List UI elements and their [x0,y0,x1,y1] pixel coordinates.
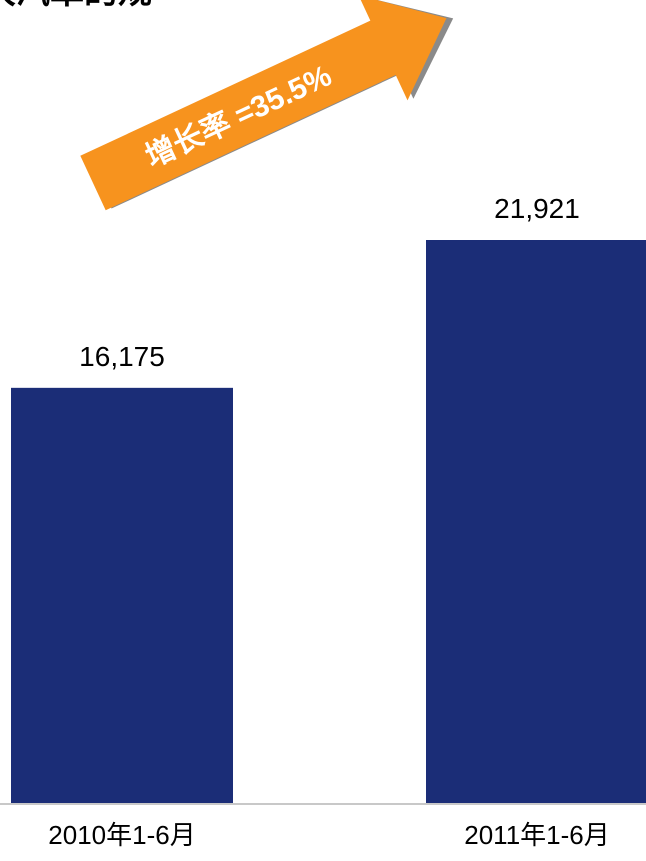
x-tick-label-2: 2011年1-6月 [464,820,610,850]
growth-arrow: 增长率 =35.5% [80,0,454,211]
growth-arrow-shape [80,0,447,211]
data-label-2: 21,921 [494,193,580,224]
data-label-1: 16,175 [79,341,165,372]
chart-title-fragment: 大汽車的规 [0,0,152,11]
x-tick-label-1: 2010年1-6月 [48,820,195,850]
labels-layer: 16,175 2010年1-6月 21,921 2011年1-6月 [48,193,609,850]
bar-1 [11,387,233,804]
bars-layer [11,240,646,804]
bar-2 [426,240,646,804]
